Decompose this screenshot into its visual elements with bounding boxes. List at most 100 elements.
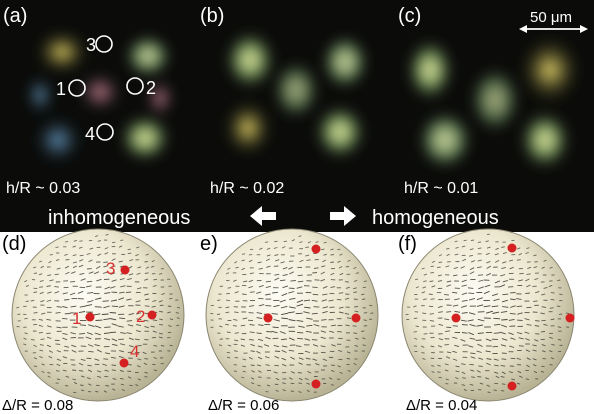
- director-dash: [233, 279, 237, 282]
- director-dash: [527, 266, 532, 270]
- director-dash: [110, 272, 116, 275]
- director-dash: [102, 271, 108, 274]
- director-dash: [493, 323, 501, 326]
- director-dash: [118, 305, 125, 308]
- director-dash: [227, 344, 232, 347]
- director-dash: [109, 312, 117, 314]
- director-dash: [234, 261, 238, 264]
- director-dash: [477, 318, 485, 322]
- director-dash: [524, 331, 530, 334]
- director-dash: [314, 267, 319, 269]
- director-dash: [72, 369, 77, 371]
- director-dash: [422, 312, 427, 315]
- director-dash: [452, 325, 459, 327]
- director-dash: [290, 371, 295, 374]
- director-dash: [501, 358, 507, 360]
- director-dash: [257, 261, 262, 264]
- director-dash: [354, 310, 359, 313]
- director-dash: [437, 345, 443, 348]
- director-dash: [73, 381, 78, 385]
- director-dash: [119, 278, 125, 281]
- director-dash: [241, 253, 246, 255]
- director-dash: [41, 363, 45, 366]
- director-dash: [88, 324, 95, 328]
- director-dash: [112, 343, 118, 346]
- director-dash: [315, 362, 320, 366]
- director-dash: [322, 306, 329, 309]
- director-dash: [492, 311, 500, 314]
- director-dash: [502, 261, 507, 264]
- director-dash: [111, 305, 119, 308]
- director-dash: [508, 371, 514, 374]
- director-dash: [56, 267, 61, 270]
- director-dash: [31, 339, 35, 341]
- director-dash: [167, 311, 171, 314]
- director-dash: [305, 330, 312, 333]
- director-dash: [476, 304, 484, 307]
- director-dash: [281, 246, 286, 249]
- director-dash: [62, 306, 68, 309]
- director-dash: [258, 267, 263, 270]
- director-dash: [430, 298, 435, 300]
- director-dash: [438, 323, 444, 326]
- director-dash: [135, 300, 141, 303]
- director-dash: [307, 241, 312, 244]
- director-dash: [339, 371, 343, 374]
- director-dash: [330, 324, 336, 327]
- director-dash: [265, 364, 270, 366]
- director-dash: [322, 358, 327, 362]
- director-dash: [469, 248, 474, 251]
- director-dash: [347, 370, 351, 372]
- director-dash: [103, 318, 111, 321]
- director-dash: [557, 326, 562, 329]
- director-dash: [38, 331, 43, 334]
- director-dash: [452, 274, 458, 277]
- panel-label-e: e): [200, 233, 218, 255]
- director-dash: [56, 326, 62, 329]
- director-dash: [304, 350, 311, 353]
- director-dash: [548, 350, 553, 353]
- director-dash: [363, 312, 368, 314]
- director-dash: [144, 325, 149, 329]
- director-dash: [233, 318, 238, 321]
- director-dash: [461, 299, 468, 302]
- director-dash: [322, 310, 328, 314]
- director-dash: [330, 286, 336, 288]
- director-dash: [104, 326, 111, 328]
- director-dash: [355, 272, 359, 274]
- director-dash: [524, 318, 530, 321]
- director-dash: [509, 259, 514, 262]
- director-dash: [516, 298, 522, 300]
- director-dash: [500, 364, 506, 367]
- director-dash: [144, 272, 149, 274]
- director-dash: [297, 274, 303, 277]
- director-dash: [470, 239, 475, 242]
- director-dash: [299, 259, 304, 263]
- director-dash: [296, 319, 304, 322]
- director-dash: [429, 313, 434, 315]
- director-dash: [315, 241, 319, 244]
- director-dash: [297, 280, 304, 283]
- director-dash: [39, 349, 44, 352]
- director-dash: [97, 253, 102, 257]
- director-dash: [152, 284, 157, 287]
- director-dash: [431, 260, 436, 263]
- director-dash: [40, 299, 45, 303]
- director-dash: [104, 352, 111, 355]
- director-dash: [557, 279, 561, 282]
- director-dash: [128, 312, 135, 316]
- director-dash: [543, 286, 548, 289]
- ratio-label-a: h/R ~ 0.03: [6, 180, 80, 197]
- director-dash: [499, 331, 506, 335]
- director-dash: [135, 253, 139, 257]
- director-dash: [501, 390, 505, 392]
- director-dash: [175, 312, 179, 314]
- director-dash: [40, 265, 44, 269]
- director-dash: [423, 280, 427, 283]
- director-dash: [345, 324, 350, 327]
- director-dash: [49, 279, 54, 282]
- director-dash: [144, 278, 149, 281]
- director-dash: [144, 305, 150, 307]
- director-dash: [235, 266, 239, 269]
- director-dash: [273, 247, 278, 249]
